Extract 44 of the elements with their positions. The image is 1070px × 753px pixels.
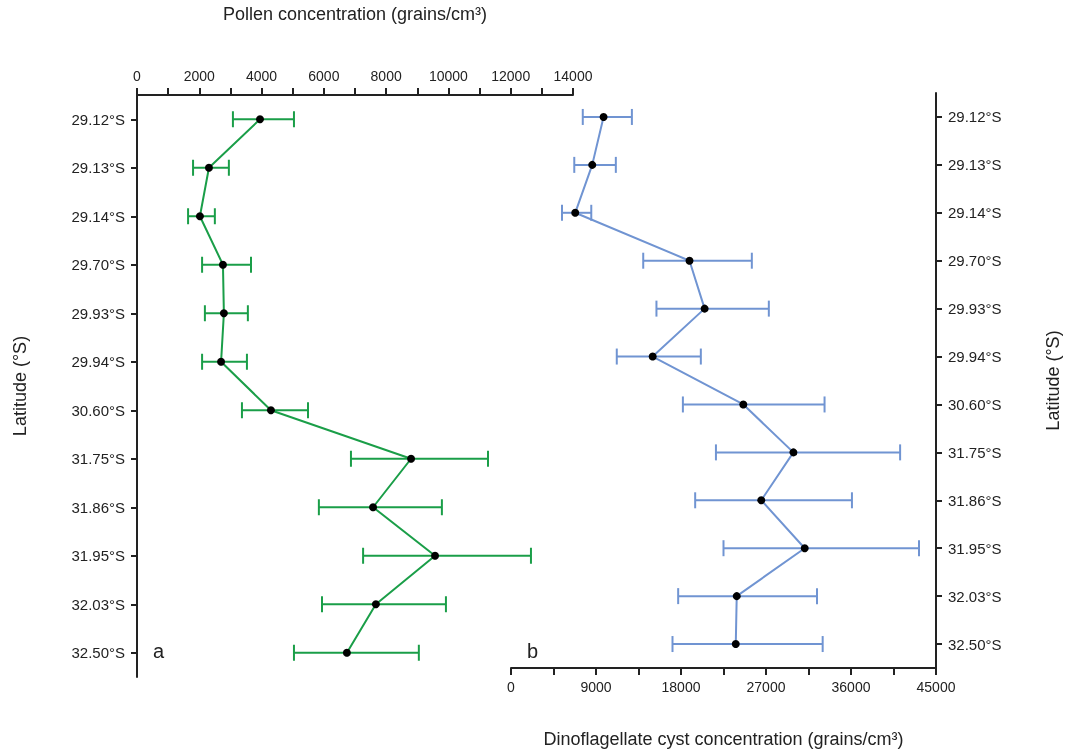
x-tick-label: 27000 [746, 679, 786, 695]
x2-axis-title: Pollen concentration (grains/cm³) [222, 4, 488, 24]
y-axis-title: Latitude (°S) [1043, 330, 1063, 431]
x2-tick-label: 10000 [428, 68, 469, 84]
y-tick-label: 31.86°S [948, 491, 1002, 509]
y-tick-label: 29.70°S [71, 256, 125, 274]
text: a [153, 640, 165, 662]
x2-tick-label: 0 [133, 68, 142, 84]
y-tick-label: 29.70°S [948, 252, 1002, 270]
x2-tick-label: 12000 [491, 68, 531, 84]
y-axis-title: Latitude (°S) [10, 335, 30, 437]
y-tick-label: 29.14°S [71, 207, 125, 225]
y-tick-label: 29.93°S [71, 304, 125, 322]
y-tick-label: 29.13°S [948, 156, 1002, 174]
x2-tick-label: 6000 [308, 68, 340, 84]
x-tick-label: 45000 [916, 679, 956, 695]
y-tick-label: 32.50°S [71, 644, 125, 662]
y-tick-label: 29.93°S [948, 300, 1002, 318]
x-tick-label: 9000 [580, 679, 612, 695]
x2-tick-label: 14000 [553, 68, 593, 84]
y-tick-label: 31.86°S [71, 498, 125, 516]
y-tick-label: 29.94°S [71, 353, 125, 371]
y-tick-label: 31.95°S [71, 547, 125, 565]
x-axis-title: Dinoflagellate cyst concentration (grains/cm³) [543, 729, 904, 749]
x-tick-label: 0 [507, 679, 516, 695]
y-tick-label: 31.75°S [948, 443, 1002, 461]
x-tick-label: 18000 [661, 679, 701, 695]
y-tick-label: 30.60°S [71, 401, 125, 419]
y-tick-label: 29.14°S [948, 204, 1002, 222]
y-tick-label: 29.13°S [71, 159, 125, 177]
y-tick-label: 30.60°S [948, 395, 1002, 413]
x-tick-label: 36000 [831, 679, 871, 695]
y-tick-label: 32.50°S [948, 635, 1002, 653]
x2-tick-label: 4000 [245, 68, 278, 84]
x2-tick-label: 8000 [370, 68, 402, 84]
y-tick-label: 32.03°S [71, 595, 125, 613]
y-tick-label: 29.94°S [948, 348, 1002, 366]
annotation: b [527, 640, 539, 662]
y-tick-label: 31.95°S [948, 539, 1002, 557]
y-tick-label: 31.75°S [71, 450, 125, 468]
x2-tick-label: 2000 [183, 68, 216, 84]
y-tick-label: 29.12°S [948, 108, 1002, 126]
y-tick-label: 32.03°S [948, 587, 1002, 605]
y-tick-label: 29.12°S [71, 110, 125, 128]
